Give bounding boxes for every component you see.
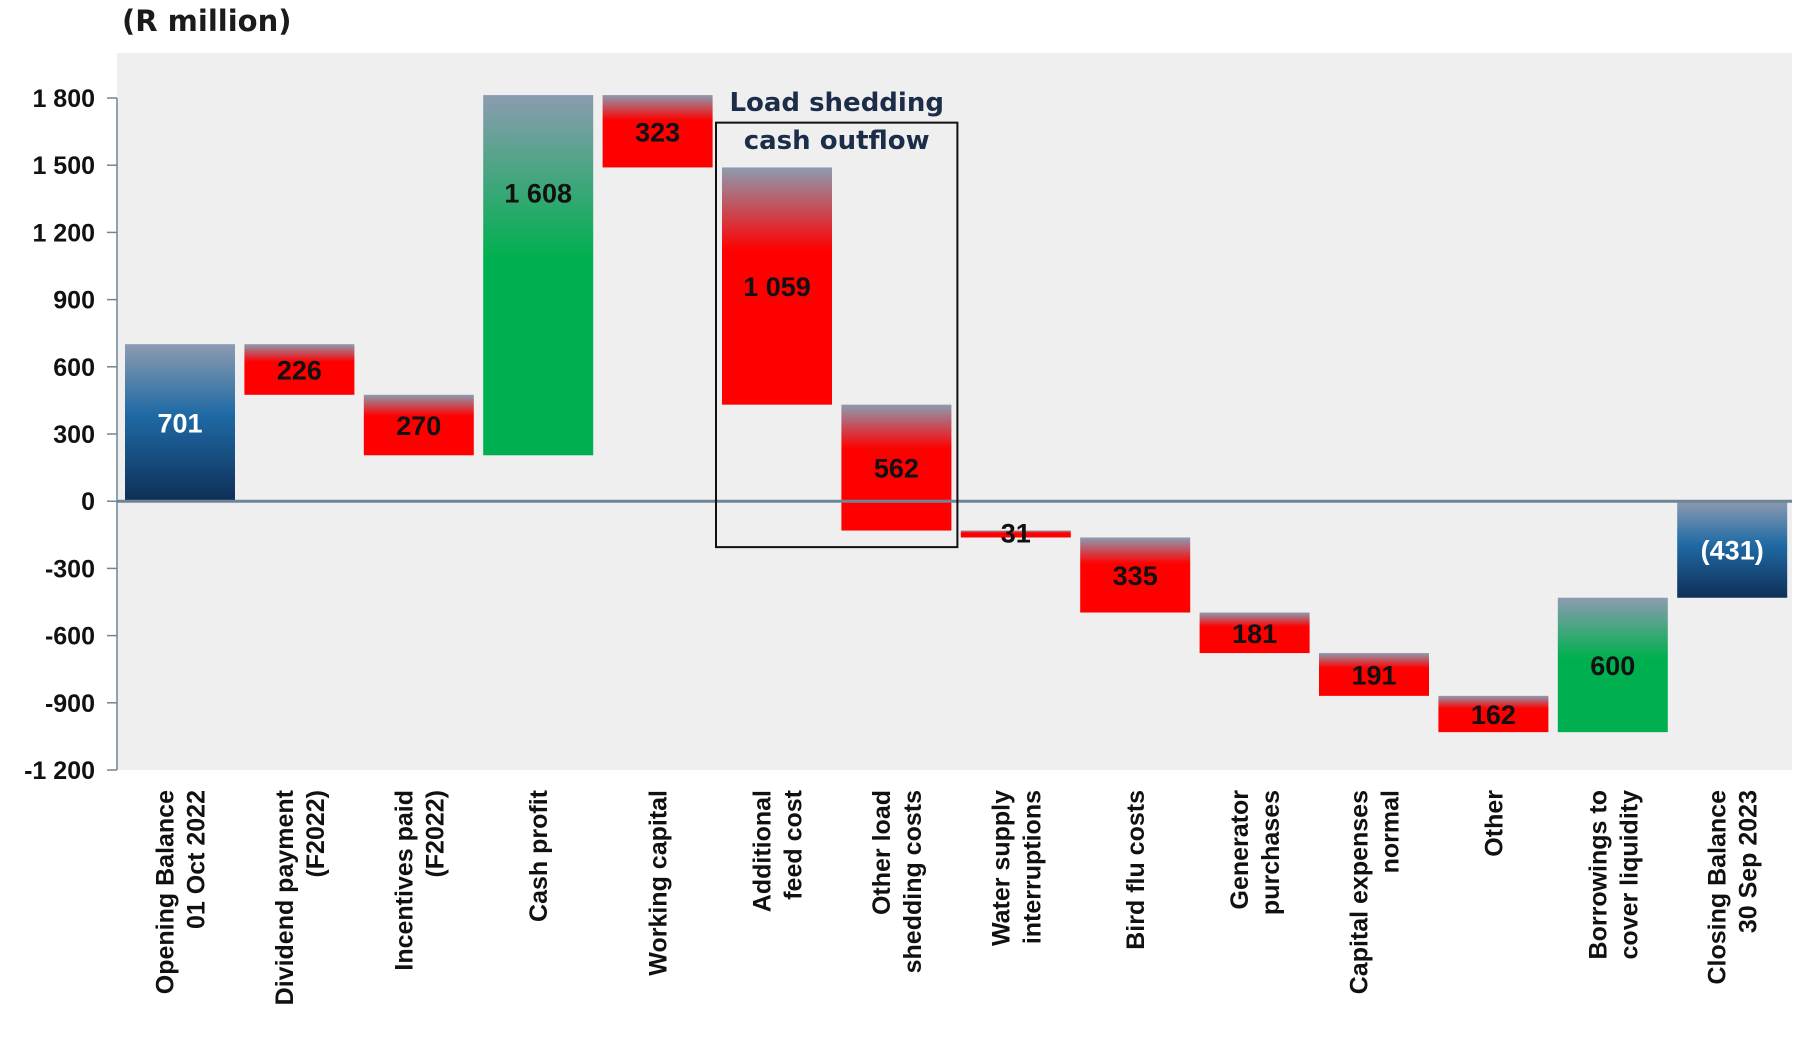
y-tick-label: 1 800 — [32, 85, 95, 113]
x-tick-label-bird-flu-costs: Bird flu costs — [1122, 790, 1150, 950]
bar-dividend-payment-f2022 — [244, 344, 355, 395]
bar-other — [1438, 695, 1549, 733]
data-label-water-supply-interruptions: 31 — [1001, 518, 1031, 548]
data-label-closing-balance-30-sep-2023: (431) — [1701, 535, 1764, 565]
bar-bird-flu-costs — [1080, 537, 1191, 613]
y-tick-label: 1 500 — [32, 152, 95, 180]
x-tick-label-other-load-shedding-costs: Other load shedding costs — [868, 790, 927, 973]
annotation-text: Load shedding — [729, 88, 944, 118]
bar-additional-feed-cost — [722, 167, 832, 405]
y-tick-label: -900 — [45, 690, 95, 718]
bar-closing-balance-30-sep-2023 — [1677, 501, 1788, 598]
x-tick-label-other: Other — [1480, 790, 1508, 857]
load-shedding-annotation: Load shedding cash outflow — [715, 88, 959, 549]
bar-incentives-paid-f2022 — [363, 394, 474, 456]
data-label-incentives-paid-f2022: 270 — [396, 411, 441, 441]
y-tick-label: -300 — [45, 555, 95, 583]
data-label-working-capital: 323 — [635, 117, 680, 147]
x-tick-label-working-capital: Working capital — [645, 790, 673, 976]
unit-label: (R million) — [122, 4, 292, 38]
x-tick-label-closing-balance-30-sep-2023: Closing Balance 30 Sep 2023 — [1704, 790, 1763, 985]
bar-opening-balance-01-oct-2022 — [125, 344, 235, 502]
x-tick-label-generator-purchases: Generator purchases — [1226, 790, 1285, 915]
annotation-box — [715, 121, 959, 549]
data-label-borrowings-to-cover-liquidity: 600 — [1590, 651, 1635, 681]
x-axis: Opening Balance 01 Oct 2022 Dividend payme… — [152, 789, 1763, 1005]
bar-water-supply-interruptions — [960, 530, 1071, 538]
data-label-other-load-shedding-costs: 562 — [874, 454, 919, 484]
data-label-capital-expenses-normal: 191 — [1351, 660, 1396, 690]
data-labels: 701 226 270 1 608 323 1 059 562 31 335 181 191 162 6… — [157, 117, 1763, 730]
bars-layer — [125, 95, 1788, 733]
x-tick-label-opening-balance-01-oct-2022: Opening Balance 01 Oct 2022 — [152, 790, 211, 994]
y-tick-label: 900 — [53, 287, 95, 315]
y-tick-label: 600 — [53, 354, 95, 382]
x-tick-label-capital-expenses-normal: Capital expenses normal — [1346, 790, 1405, 994]
bar-borrowings-to-cover-liquidity — [1557, 597, 1668, 733]
y-tick-label: 1 200 — [32, 219, 95, 247]
data-label-cash-profit: 1 608 — [504, 178, 572, 208]
bar-cash-profit — [483, 95, 594, 456]
bar-generator-purchases — [1199, 612, 1310, 654]
x-tick-label-cash-profit: Cash profit — [525, 789, 553, 922]
x-tick-label-water-supply-interruptions: Water supply interruptions — [987, 790, 1046, 946]
x-tick-label-incentives-paid-f2022: Incentives paid (F2022) — [390, 790, 449, 971]
data-label-generator-purchases: 181 — [1232, 619, 1277, 649]
bar-capital-expenses-normal — [1319, 653, 1429, 696]
data-label-other: 162 — [1471, 700, 1516, 730]
y-tick-label: 300 — [53, 421, 95, 449]
y-tick-label: 0 — [81, 488, 95, 516]
y-tick-label: -600 — [45, 623, 95, 651]
data-label-opening-balance-01-oct-2022: 701 — [157, 409, 202, 439]
data-label-bird-flu-costs: 335 — [1113, 561, 1158, 591]
y-tick-label: -1 200 — [24, 757, 95, 785]
bar-working-capital — [602, 95, 713, 168]
x-tick-label-dividend-payment-f2022: Dividend payment (F2022) — [271, 789, 330, 1005]
x-tick-label-borrowings-to-cover-liquidity: Borrowings to cover liquidity — [1584, 790, 1643, 960]
bar-other-load-shedding-costs — [841, 404, 952, 531]
data-label-additional-feed-cost: 1 059 — [743, 272, 811, 302]
y-axis: 1 800 1 500 1 200 900 600 300 0 -300 -600 -900 -1 … — [24, 85, 117, 785]
data-label-dividend-payment-f2022: 226 — [277, 355, 322, 385]
x-tick-label-additional-feed-cost: Additional feed cost — [749, 789, 808, 912]
annotation-text: cash outflow — [744, 126, 930, 156]
